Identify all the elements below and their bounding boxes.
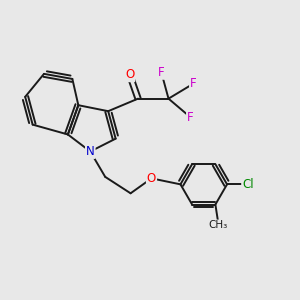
Text: Cl: Cl (242, 178, 254, 191)
Text: F: F (187, 111, 194, 124)
Text: N: N (86, 145, 95, 158)
Text: O: O (125, 68, 134, 81)
Text: O: O (147, 172, 156, 185)
Text: F: F (158, 66, 165, 79)
Text: CH₃: CH₃ (208, 220, 227, 230)
Text: F: F (190, 77, 196, 90)
